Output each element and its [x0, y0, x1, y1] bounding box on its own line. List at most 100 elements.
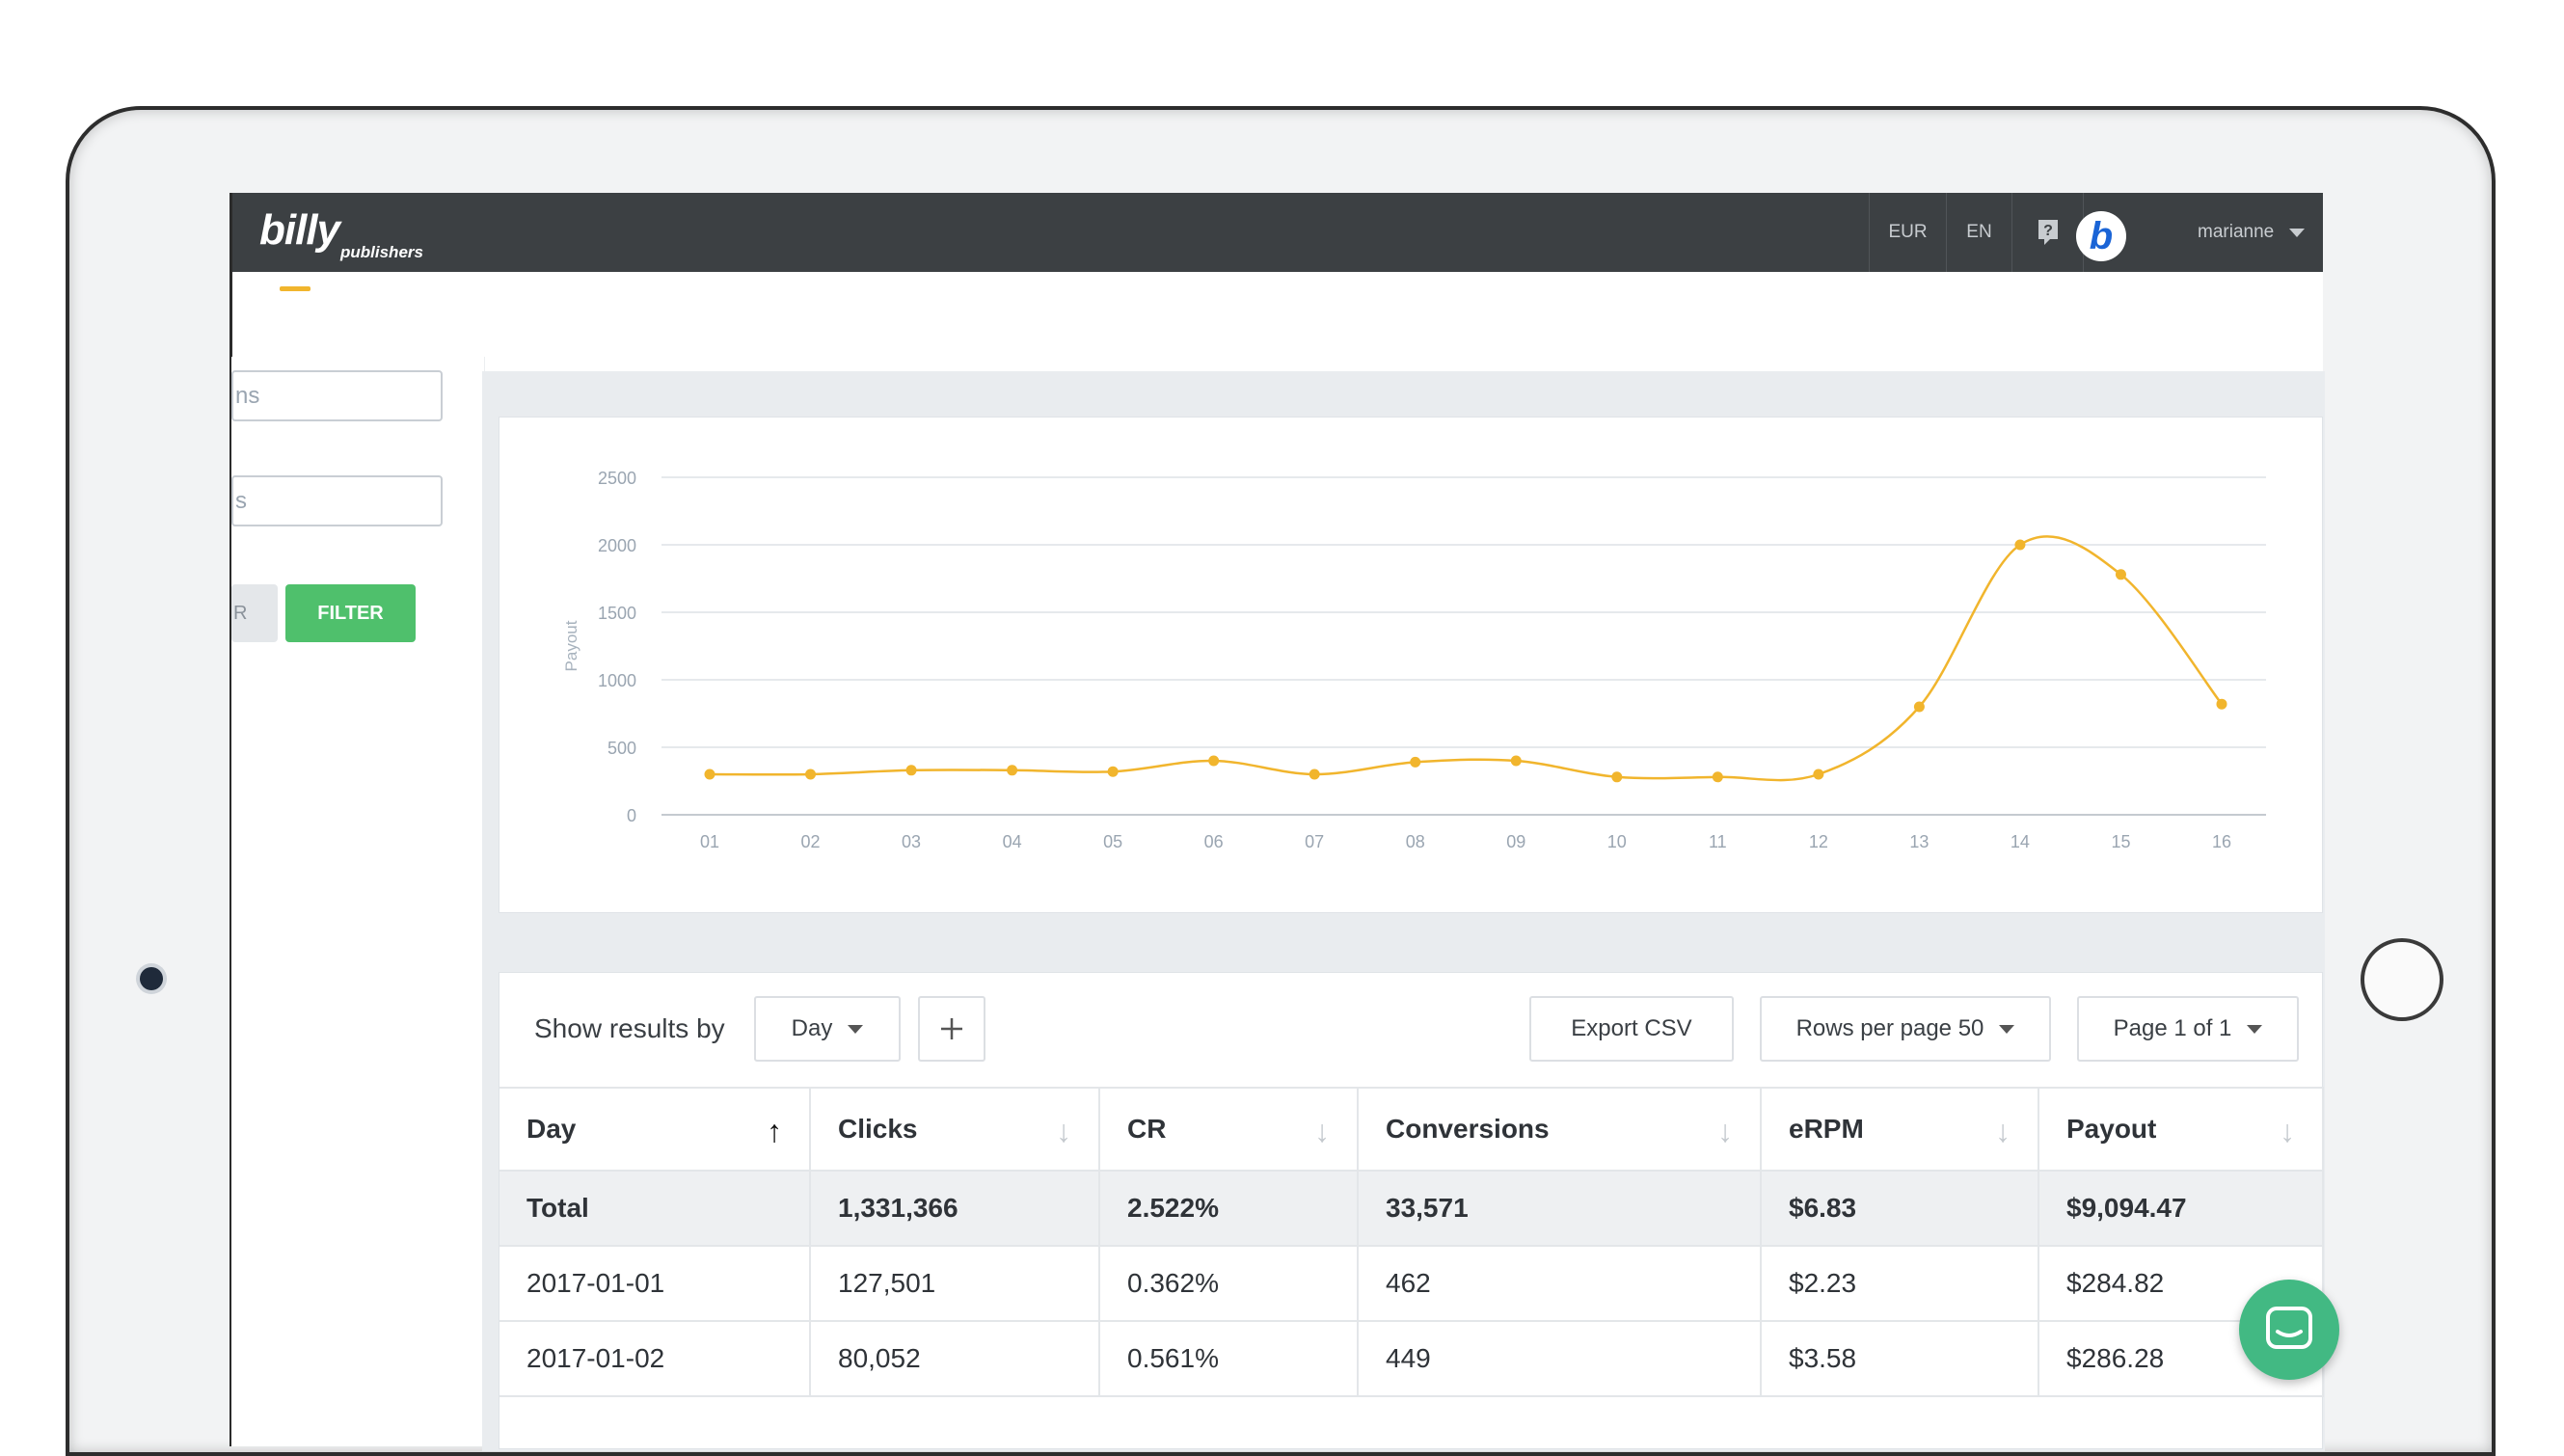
sort-arrow-icon[interactable]: ↓ [1314, 1114, 1330, 1148]
data-point [1813, 768, 1824, 780]
x-tick-label: 07 [1305, 832, 1324, 851]
currency-selector[interactable]: EUR [1869, 193, 1946, 272]
user-avatar[interactable]: b [2076, 211, 2126, 261]
chart-card: 0 500 1000 1500 2000 2500 Payout 01 02 03 04 05 06 07… [499, 417, 2323, 913]
data-point [704, 768, 715, 780]
brand-logo-subtitle: publishers [340, 243, 423, 261]
clear-button[interactable]: R [231, 584, 278, 642]
filter-button-label: FILTER [317, 602, 384, 624]
sort-arrow-icon[interactable]: ↓ [1056, 1114, 1071, 1148]
data-point [805, 768, 817, 780]
results-card: Show results by Day Export CSV Rows per … [499, 972, 2324, 1449]
table-cell: 0.362% [1099, 1246, 1359, 1322]
data-point [1208, 755, 1220, 767]
results-table: Day ↑ Clicks ↓ CR ↓ Conversions ↓ eRPM ↓ Payo… [499, 1087, 2324, 1397]
y-tick-label: 1000 [598, 671, 636, 690]
payout-series-line [709, 535, 2223, 782]
campaigns-filter-input[interactable]: ns [231, 370, 443, 421]
total-cell: $9,094.47 [2038, 1171, 2324, 1247]
export-csv-button[interactable]: Export CSV [1529, 996, 1734, 1062]
sort-arrow-icon[interactable]: ↓ [2280, 1114, 2295, 1148]
camera-lens [140, 967, 163, 990]
active-tab-indicator [280, 286, 310, 291]
data-point [1107, 766, 1119, 777]
table-header-row: Day ↑ Clicks ↓ CR ↓ Conversions ↓ eRPM ↓ Payo… [499, 1088, 2324, 1172]
campaigns-filter-text: ns [235, 382, 260, 409]
data-point [2216, 698, 2227, 710]
filter-sidebar [231, 357, 485, 1446]
data-point [1410, 756, 1421, 768]
language-selector[interactable]: EN [1946, 193, 2011, 272]
page-select[interactable]: Page 1 of 1 [2077, 996, 2299, 1062]
filter-button[interactable]: FILTER [285, 584, 416, 642]
table-cell: 462 [1358, 1246, 1762, 1322]
data-point [2014, 539, 2026, 551]
data-point [905, 765, 917, 776]
table-cell: 127,501 [810, 1246, 1100, 1322]
data-point [1309, 768, 1320, 780]
language-label: EN [1966, 222, 1992, 242]
table-row[interactable]: 2017-01-02 80,052 0.561% 449 $3.58 $286.… [499, 1321, 2324, 1397]
column-header-payout[interactable]: Payout ↓ [2038, 1088, 2324, 1172]
rows-per-page-select[interactable]: Rows per page 50 [1760, 996, 2051, 1062]
x-tick-label: 16 [2212, 832, 2231, 851]
sort-arrow-icon[interactable]: ↓ [1995, 1114, 2011, 1148]
total-row: Total 1,331,366 2.522% 33,571 $6.83 $9,0… [499, 1171, 2324, 1247]
table-cell: 0.561% [1099, 1321, 1359, 1397]
table-row[interactable]: 2017-01-01 127,501 0.362% 462 $2.23 $284… [499, 1246, 2324, 1322]
y-tick-label: 2000 [598, 536, 636, 555]
group-by-value: Day [791, 1015, 833, 1041]
total-cell: 2.522% [1099, 1171, 1359, 1247]
sort-arrow-icon[interactable]: ↓ [1717, 1114, 1733, 1148]
x-tick-label: 01 [700, 832, 719, 851]
svg-text:?: ? [2043, 223, 2053, 239]
help-button[interactable]: ? [2011, 193, 2083, 272]
group-by-select[interactable]: Day [754, 996, 901, 1062]
x-tick-label: 11 [1709, 832, 1727, 851]
x-tick-label: 12 [1809, 832, 1828, 851]
add-grouping-button[interactable] [918, 996, 985, 1062]
table-cell: $2.23 [1761, 1246, 2039, 1322]
data-point [1712, 771, 1723, 783]
home-button[interactable] [2361, 938, 2443, 1021]
data-point [2115, 569, 2126, 580]
y-tick-label: 500 [607, 739, 636, 758]
data-point [1007, 765, 1018, 776]
x-tick-label: 10 [1607, 832, 1627, 851]
second-filter-input[interactable]: s [231, 475, 443, 526]
chevron-down-icon [848, 1024, 864, 1034]
x-tick-label: 14 [2011, 832, 2030, 851]
column-header-cr[interactable]: CR ↓ [1099, 1088, 1359, 1172]
y-tick-label: 1500 [598, 604, 636, 623]
plus-icon [941, 1018, 962, 1039]
brand-logo[interactable]: billy [259, 206, 340, 254]
x-tick-label: 03 [902, 832, 921, 851]
x-tick-label: 15 [2111, 832, 2130, 851]
x-tick-label: 13 [1909, 832, 1929, 851]
column-header-conversions[interactable]: Conversions ↓ [1358, 1088, 1762, 1172]
sort-ascending-icon[interactable]: ↑ [767, 1114, 782, 1148]
data-point [1611, 771, 1623, 783]
top-navigation-bar: billy publishers EUR EN ? marianne [232, 193, 2323, 272]
clear-button-label: R [233, 602, 248, 624]
column-header-erpm[interactable]: eRPM ↓ [1761, 1088, 2039, 1172]
column-header-day[interactable]: Day ↑ [499, 1088, 811, 1172]
total-cell: 33,571 [1358, 1171, 1762, 1247]
chat-button[interactable] [2239, 1280, 2339, 1380]
data-point [1510, 755, 1522, 767]
table-cell: 2017-01-01 [499, 1246, 811, 1322]
second-filter-text: s [235, 487, 247, 514]
x-tick-label: 05 [1103, 832, 1122, 851]
x-tick-label: 09 [1506, 832, 1525, 851]
chevron-down-icon [2247, 1024, 2263, 1034]
column-header-clicks[interactable]: Clicks ↓ [810, 1088, 1100, 1172]
x-tick-label: 06 [1204, 832, 1224, 851]
table-cell: 449 [1358, 1321, 1762, 1397]
x-tick-label: 02 [801, 832, 821, 851]
rows-per-page-value: Rows per page 50 [1795, 1015, 1984, 1041]
export-csv-label: Export CSV [1571, 1015, 1692, 1041]
x-tick-label: 08 [1406, 832, 1425, 851]
username-label: marianne [2198, 222, 2275, 242]
chevron-down-icon [1999, 1024, 2015, 1034]
x-tick-label: 04 [1003, 832, 1022, 851]
